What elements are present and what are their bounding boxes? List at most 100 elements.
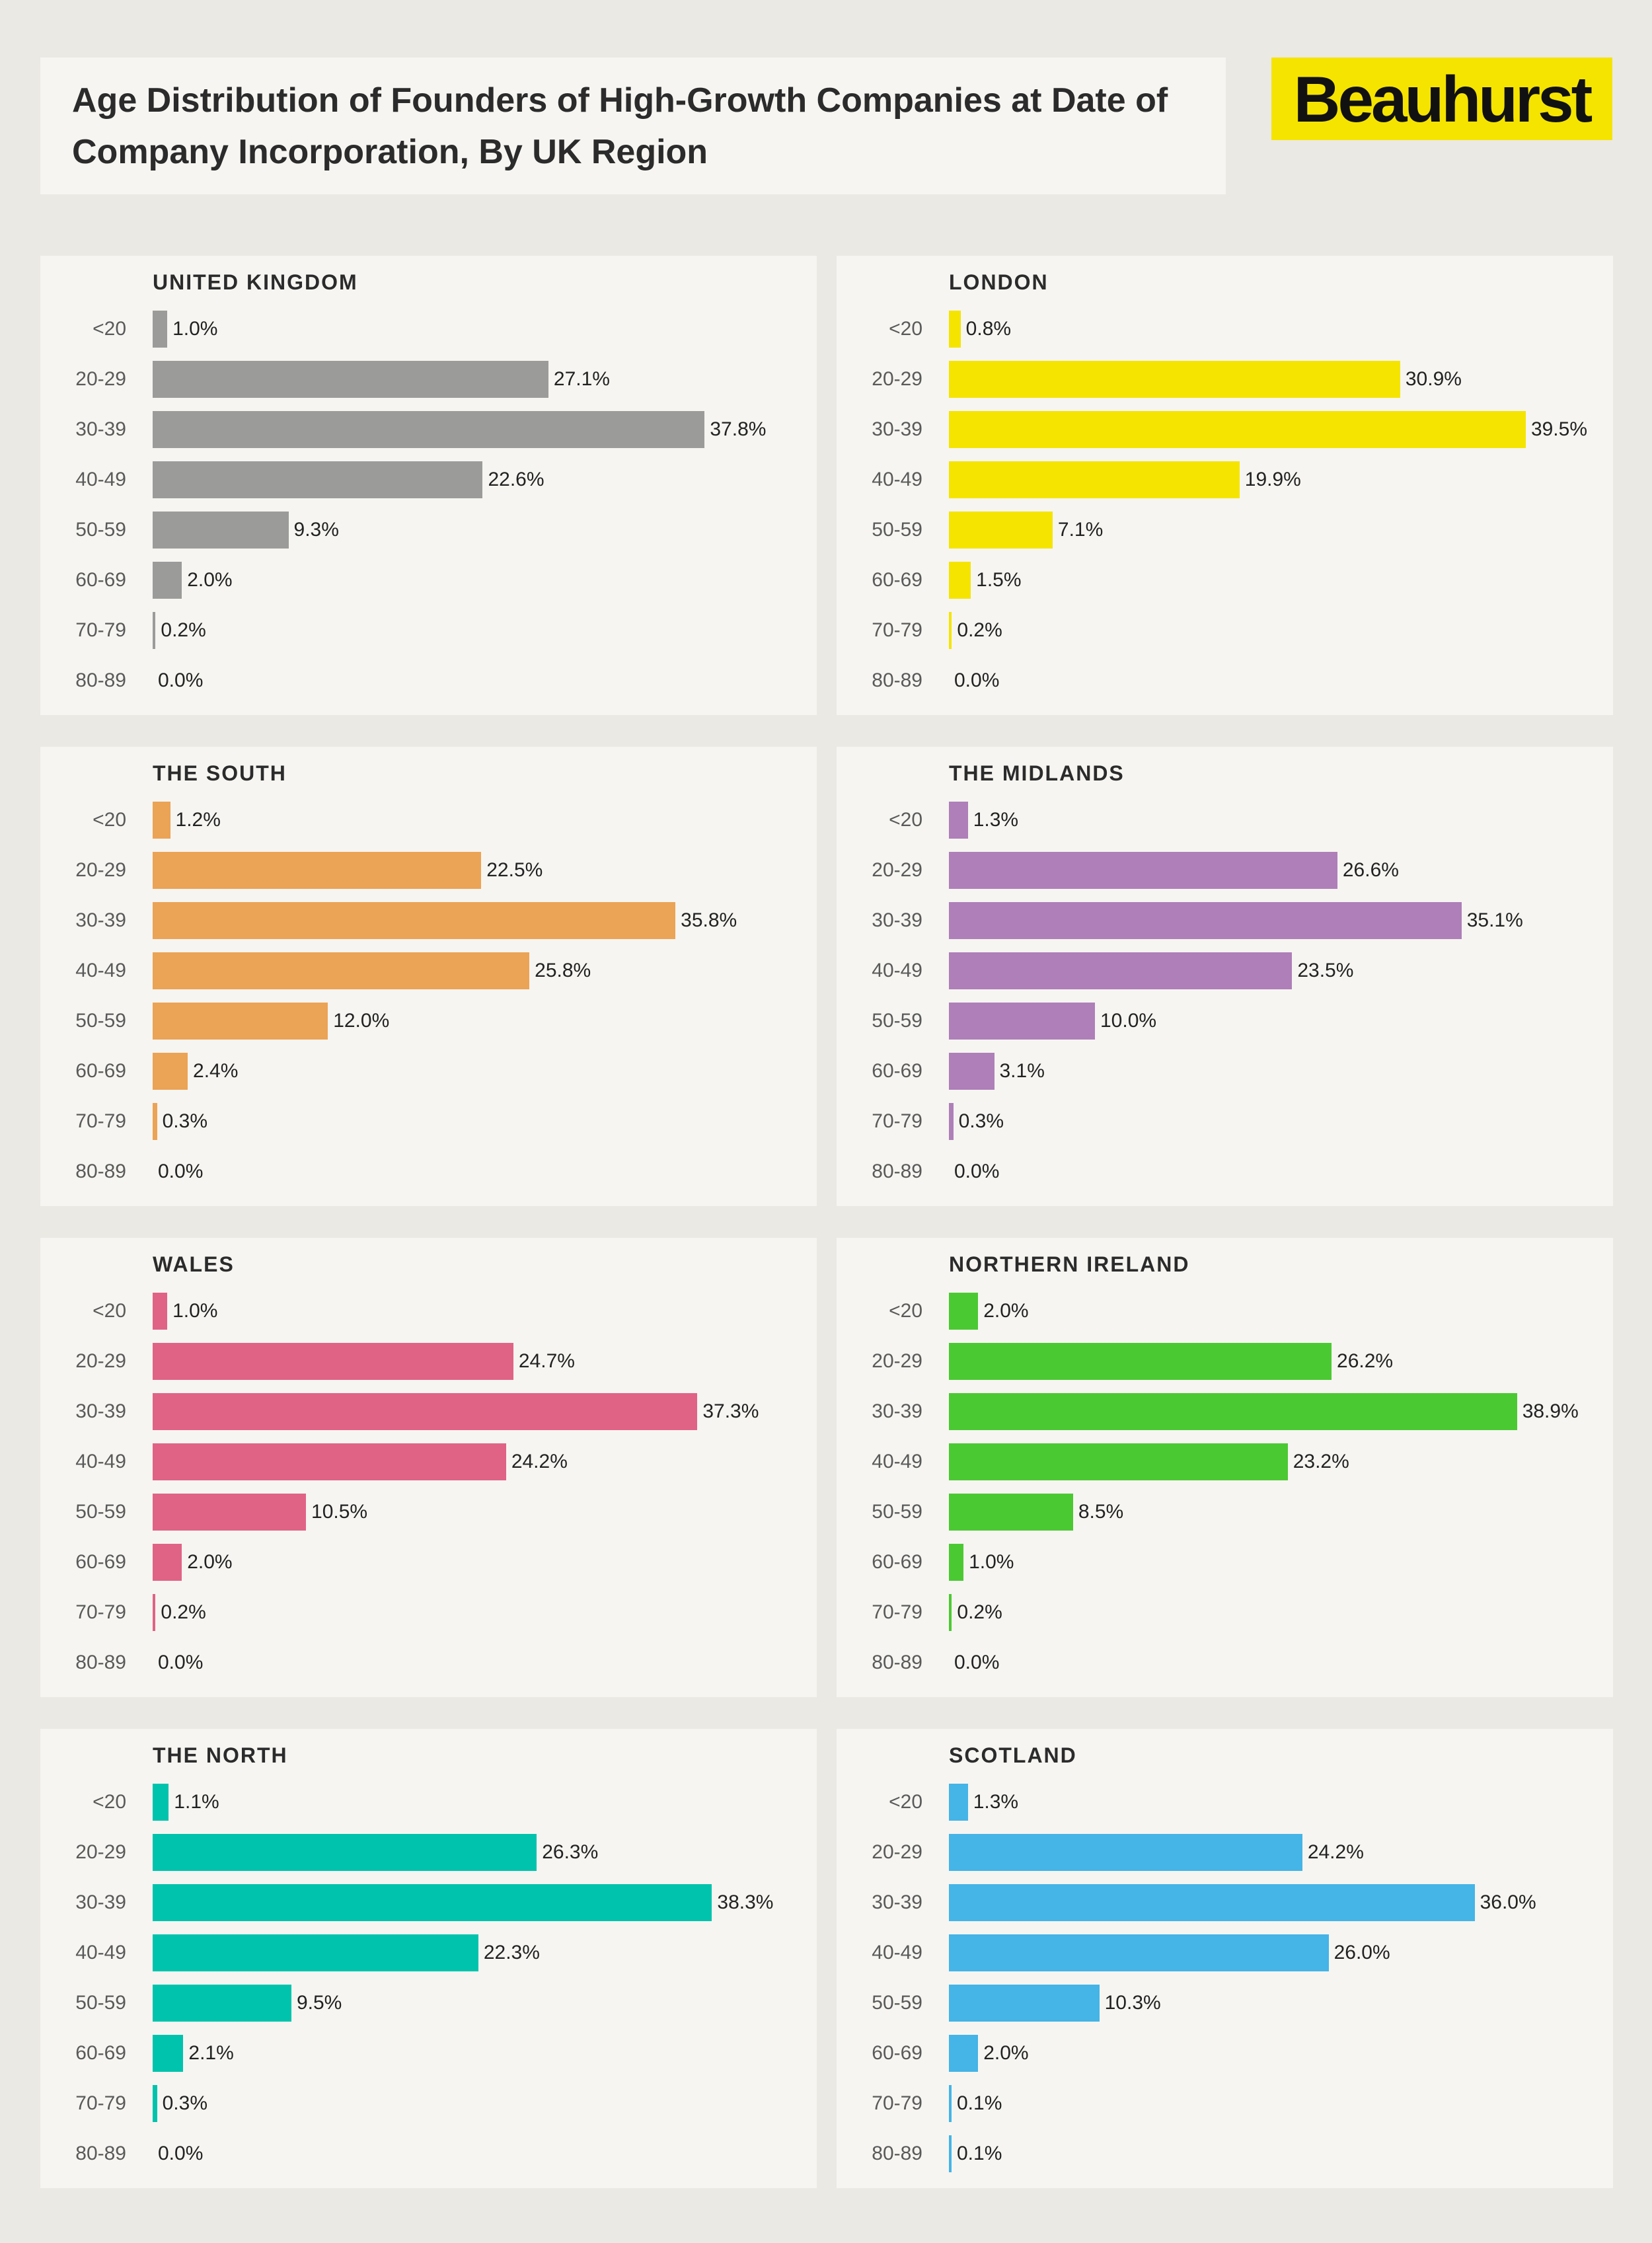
bar bbox=[949, 1494, 1073, 1531]
bar bbox=[153, 1103, 157, 1140]
bar-row: <20 1.2% bbox=[40, 800, 817, 841]
bar-row: 80-89 0.0% bbox=[837, 1151, 1613, 1192]
bar bbox=[153, 1594, 156, 1631]
bar-row: 70-79 0.3% bbox=[40, 1101, 817, 1142]
bar bbox=[949, 2135, 952, 2172]
bar bbox=[949, 1293, 979, 1330]
bar bbox=[949, 1544, 964, 1581]
value-label: 0.8% bbox=[965, 318, 1012, 340]
category-label: <20 bbox=[93, 1300, 126, 1322]
chart-panel-the-midlands: THE MIDLANDS <20 1.3% 20-29 26.6% 30-39 35.1% 4… bbox=[837, 747, 1613, 1206]
value-label: 0.0% bbox=[158, 2143, 204, 2164]
bar-row: 50-59 9.3% bbox=[40, 510, 817, 551]
bar-row: 70-79 0.3% bbox=[40, 2083, 817, 2124]
bar-row: 80-89 0.0% bbox=[40, 1151, 817, 1192]
category-label: 50-59 bbox=[872, 1010, 922, 1032]
panel-title: THE MIDLANDS bbox=[949, 761, 1125, 785]
category-label: 30-39 bbox=[75, 418, 126, 440]
category-label: 20-29 bbox=[872, 859, 922, 881]
bar bbox=[949, 1003, 1095, 1040]
value-label: 0.0% bbox=[158, 1652, 204, 1673]
category-label: 70-79 bbox=[872, 1110, 922, 1132]
bar bbox=[153, 612, 156, 649]
category-label: 70-79 bbox=[872, 619, 922, 641]
category-label: 80-89 bbox=[872, 1160, 922, 1182]
value-label: 0.0% bbox=[158, 669, 204, 691]
category-label: 60-69 bbox=[872, 1060, 922, 1082]
value-label: 10.5% bbox=[311, 1501, 368, 1523]
value-label: 30.9% bbox=[1405, 368, 1462, 390]
value-label: 24.7% bbox=[518, 1350, 575, 1372]
bar bbox=[949, 802, 968, 839]
panel-title: SCOTLAND bbox=[949, 1743, 1077, 1767]
bar-row: 30-39 36.0% bbox=[837, 1882, 1613, 1923]
bar bbox=[153, 1985, 291, 2022]
chart-title-line-1: Age Distribution of Founders of High-Gro… bbox=[72, 81, 1168, 120]
bar bbox=[153, 1003, 328, 1040]
bar-row: 70-79 0.2% bbox=[40, 610, 817, 651]
bar-row: 40-49 23.5% bbox=[837, 950, 1613, 991]
bar bbox=[153, 1293, 168, 1330]
bar bbox=[949, 1834, 1302, 1871]
bar-row: 20-29 22.5% bbox=[40, 850, 817, 891]
bar bbox=[949, 411, 1526, 448]
chart-panel-the-south: THE SOUTH <20 1.2% 20-29 22.5% 30-39 35.8% 40-4… bbox=[40, 747, 817, 1206]
bar-row: <20 1.3% bbox=[837, 1782, 1613, 1823]
category-label: 30-39 bbox=[75, 1891, 126, 1913]
category-label: <20 bbox=[889, 1791, 922, 1813]
bar-row: 80-89 0.0% bbox=[40, 1642, 817, 1683]
value-label: 24.2% bbox=[1307, 1841, 1364, 1863]
value-label: 1.0% bbox=[969, 1551, 1014, 1573]
value-label: 0.2% bbox=[161, 1601, 206, 1623]
bar-row: <20 2.0% bbox=[837, 1291, 1613, 1332]
bar-row: 80-89 0.0% bbox=[837, 660, 1613, 701]
value-label: 2.0% bbox=[983, 2042, 1029, 2064]
bar bbox=[949, 1884, 1475, 1921]
category-label: <20 bbox=[889, 809, 922, 831]
bar bbox=[153, 952, 530, 989]
bar-row: 30-39 35.8% bbox=[40, 900, 817, 941]
value-label: 0.2% bbox=[957, 1601, 1002, 1623]
value-label: 36.0% bbox=[1480, 1891, 1536, 1913]
value-label: 1.2% bbox=[175, 809, 221, 831]
value-label: 38.3% bbox=[717, 1891, 774, 1913]
bar-row: 50-59 8.5% bbox=[837, 1492, 1613, 1533]
value-label: 1.0% bbox=[172, 1300, 218, 1322]
value-label: 26.0% bbox=[1333, 1942, 1390, 1963]
bar-row: 20-29 27.1% bbox=[40, 359, 817, 400]
bar-row: 40-49 24.2% bbox=[40, 1441, 817, 1482]
bar bbox=[949, 1103, 954, 1140]
panel-title: THE SOUTH bbox=[153, 761, 287, 785]
bar bbox=[949, 361, 1400, 398]
bar bbox=[153, 562, 182, 599]
bar bbox=[949, 1934, 1329, 1971]
category-label: 70-79 bbox=[872, 2092, 922, 2114]
value-label: 2.0% bbox=[187, 569, 233, 591]
value-label: 1.3% bbox=[973, 809, 1019, 831]
bar bbox=[949, 311, 961, 348]
panel-title: THE NORTH bbox=[153, 1743, 288, 1767]
bar-row: <20 0.8% bbox=[837, 309, 1613, 350]
bar-row: 30-39 38.9% bbox=[837, 1391, 1613, 1432]
value-label: 1.3% bbox=[973, 1791, 1019, 1813]
category-label: 80-89 bbox=[75, 669, 126, 691]
value-label: 2.1% bbox=[188, 2042, 234, 2064]
value-label: 1.1% bbox=[174, 1791, 219, 1813]
bar bbox=[949, 612, 952, 649]
bar-row: 50-59 10.0% bbox=[837, 1001, 1613, 1042]
bar-row: 50-59 9.5% bbox=[40, 1983, 817, 2024]
bar-row: 80-89 0.0% bbox=[40, 2133, 817, 2174]
bar-row: 60-69 2.0% bbox=[40, 560, 817, 601]
value-label: 0.0% bbox=[158, 1160, 204, 1182]
chart-panel-london: LONDON <20 0.8% 20-29 30.9% 30-39 39.5% 40-49 19… bbox=[837, 256, 1613, 715]
value-label: 9.3% bbox=[293, 519, 339, 541]
bar bbox=[153, 1443, 506, 1480]
category-label: 30-39 bbox=[872, 909, 922, 931]
bar-row: 20-29 26.2% bbox=[837, 1341, 1613, 1382]
value-label: 26.6% bbox=[1342, 859, 1399, 881]
chart-title-box: Age Distribution of Founders of High-Gro… bbox=[40, 57, 1226, 194]
value-label: 27.1% bbox=[553, 368, 610, 390]
category-label: 20-29 bbox=[872, 1841, 922, 1863]
value-label: 23.2% bbox=[1293, 1451, 1349, 1472]
chart-title-line-2: Company Incorporation, By UK Region bbox=[72, 133, 708, 171]
